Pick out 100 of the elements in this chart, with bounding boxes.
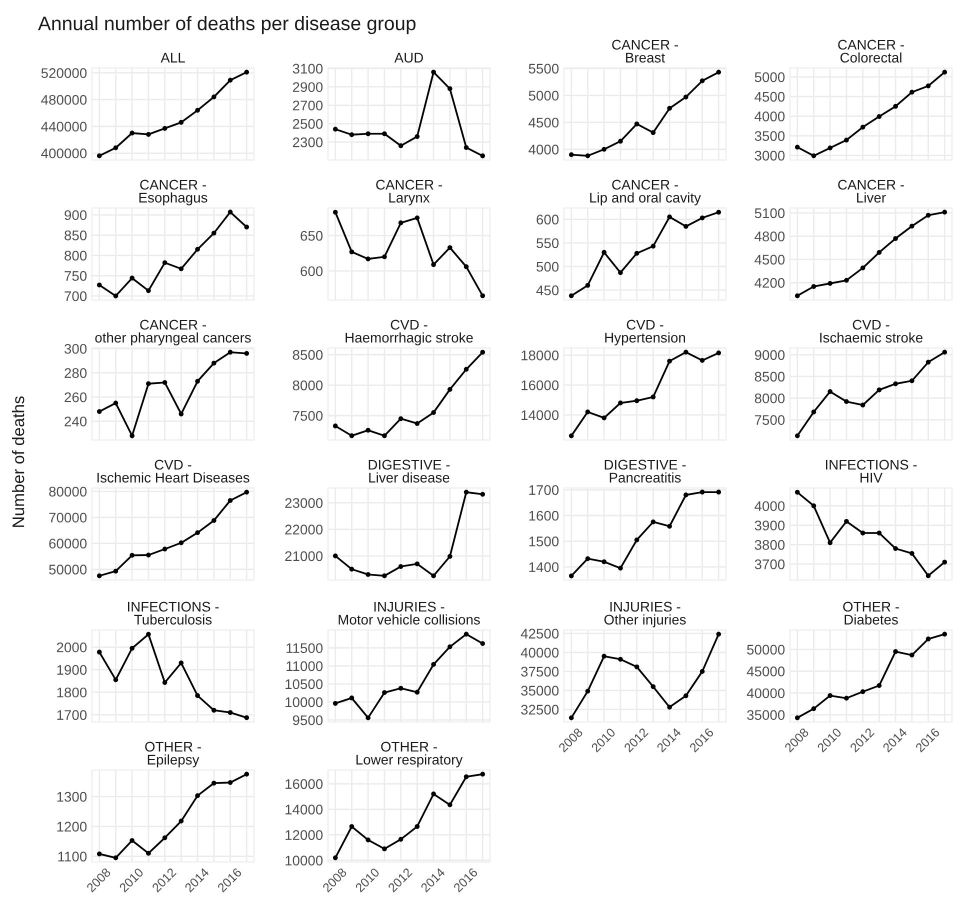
- y-tick-label: 4000: [528, 144, 559, 154]
- point: [909, 224, 914, 229]
- point: [909, 90, 914, 95]
- y-tick-label: 11500: [286, 643, 323, 654]
- point: [366, 715, 371, 720]
- y-tick-label: 600: [300, 266, 323, 276]
- point: [828, 693, 833, 698]
- point: [178, 266, 184, 272]
- y-tick-label: 1100: [58, 852, 87, 862]
- y-tick-label: 700: [64, 291, 87, 302]
- y-tick-label: 37500: [521, 666, 559, 677]
- y-tick-label: 2900: [292, 82, 323, 92]
- point: [195, 246, 200, 252]
- y-tick-label: 5000: [754, 72, 785, 82]
- point: [893, 546, 898, 551]
- point: [700, 78, 705, 84]
- chart-title: CANCER - Larynx: [376, 180, 442, 206]
- point: [585, 409, 590, 414]
- point: [568, 715, 574, 720]
- y-tick-label: 50000: [747, 644, 785, 655]
- point: [211, 780, 216, 786]
- point: [366, 428, 371, 433]
- point: [683, 693, 688, 698]
- y-tick-label: 80000: [49, 486, 87, 497]
- point: [618, 138, 623, 144]
- point: [195, 108, 200, 113]
- point: [700, 490, 705, 495]
- y-tick-label: 750: [64, 271, 87, 281]
- point: [130, 130, 135, 136]
- point: [860, 402, 866, 408]
- point: [431, 410, 436, 416]
- y-tick-label: 12000: [286, 830, 323, 840]
- point: [860, 124, 866, 130]
- y-tick-label: 14000: [286, 804, 323, 814]
- y-tick-label: 4500: [528, 118, 559, 128]
- point: [667, 524, 672, 529]
- point: [634, 398, 640, 404]
- point: [332, 424, 338, 428]
- point: [366, 131, 371, 136]
- chart-title: CVD - Ischaemic stroke: [820, 320, 922, 343]
- point: [844, 696, 849, 701]
- y-tick-label: 900: [64, 210, 87, 220]
- y-tick-label: 3900: [754, 520, 785, 530]
- point: [683, 350, 688, 355]
- point: [211, 360, 216, 366]
- point: [398, 143, 404, 148]
- point: [349, 433, 354, 438]
- point: [568, 433, 574, 438]
- y-tick-label: 850: [64, 230, 87, 240]
- y-tick-label: 500: [536, 262, 559, 272]
- point: [431, 792, 436, 796]
- point: [942, 210, 948, 215]
- y-tick-label: 22000: [285, 524, 323, 535]
- point: [942, 632, 948, 637]
- point: [480, 293, 486, 298]
- y-tick-label: 1200: [57, 822, 87, 832]
- y-tick-label: 260: [64, 392, 87, 402]
- y-tick-label: 3500: [754, 131, 785, 141]
- point: [909, 550, 914, 556]
- y-tick-label: 60000: [49, 538, 87, 549]
- point: [146, 552, 151, 558]
- point: [244, 351, 250, 356]
- point: [828, 146, 833, 150]
- y-tick-label: 10500: [286, 679, 323, 690]
- point: [716, 350, 722, 356]
- point: [876, 114, 882, 119]
- point: [480, 641, 486, 646]
- y-tick-label: 50000: [49, 564, 87, 574]
- point: [860, 266, 866, 270]
- y-tick-label: 42500: [520, 628, 559, 639]
- point: [332, 700, 338, 706]
- y-tick-label: 35000: [747, 710, 785, 720]
- y-tick-label: 650: [300, 230, 323, 241]
- point: [96, 573, 102, 578]
- point: [96, 852, 102, 856]
- text: Annual number of deaths per disease group: [38, 16, 416, 34]
- y-tick-label: 1700: [57, 710, 87, 720]
- point: [228, 498, 233, 503]
- point: [146, 850, 151, 856]
- point: [178, 818, 184, 824]
- point: [667, 106, 672, 111]
- chart-title: ALL: [160, 52, 185, 62]
- point: [844, 138, 849, 143]
- point: [178, 660, 184, 666]
- point: [228, 78, 233, 83]
- point: [366, 837, 371, 842]
- point: [794, 490, 800, 495]
- point: [162, 680, 168, 685]
- point: [113, 145, 118, 150]
- point: [893, 236, 898, 241]
- y-tick-label: 18000: [522, 350, 559, 360]
- point: [828, 540, 833, 546]
- point: [195, 530, 200, 536]
- y-tick-label: 4200: [754, 278, 785, 288]
- point: [447, 387, 452, 392]
- point: [382, 846, 387, 852]
- point: [844, 518, 849, 524]
- y-tick-label: 1700: [529, 485, 559, 495]
- y-tick-label: 1300: [57, 792, 87, 802]
- point: [876, 387, 882, 392]
